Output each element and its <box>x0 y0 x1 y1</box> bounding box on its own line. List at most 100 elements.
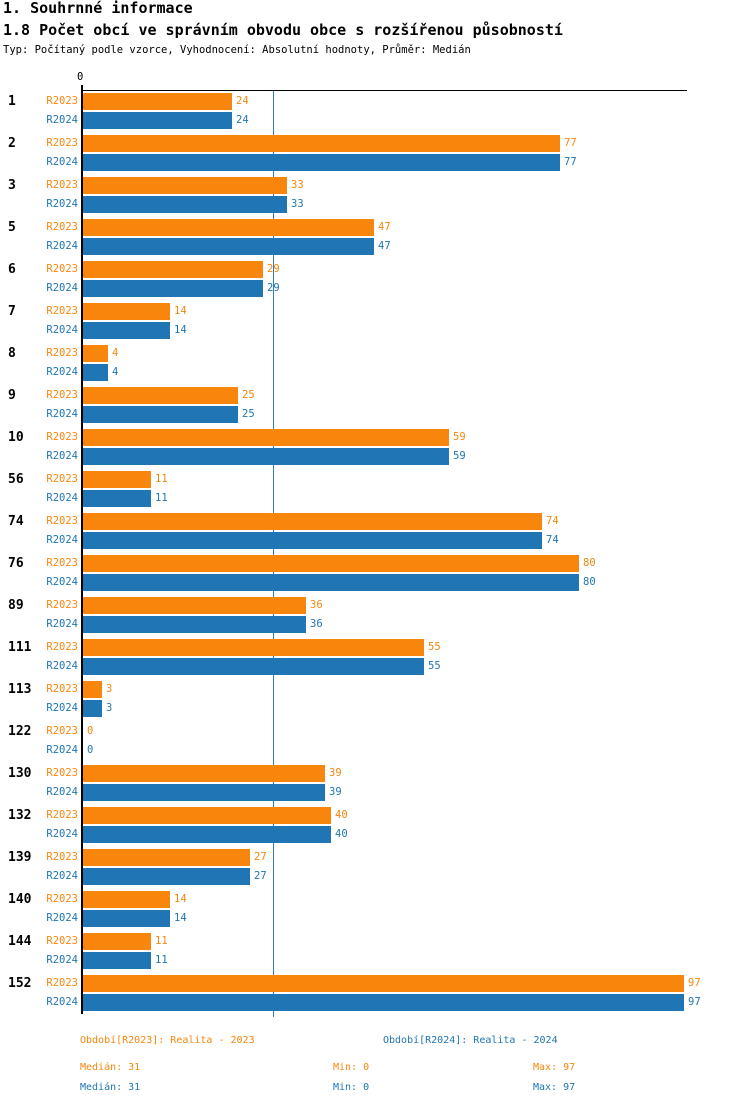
series-label: R2024 <box>46 408 78 420</box>
bar <box>83 448 449 465</box>
bar-value-label: 3 <box>106 683 113 695</box>
series-label: R2024 <box>46 366 78 378</box>
bar <box>83 177 287 194</box>
bar-value-label: 97 <box>688 977 701 989</box>
bar-value-label: 40 <box>335 828 348 840</box>
bar <box>83 994 684 1011</box>
series-label: R2023 <box>46 431 78 443</box>
bar <box>83 280 263 297</box>
bar-value-label: 3 <box>106 702 113 714</box>
series-label: R2024 <box>46 240 78 252</box>
series-label: R2023 <box>46 263 78 275</box>
category-label: 2 <box>8 136 16 151</box>
bar <box>83 303 170 320</box>
bar <box>83 196 287 213</box>
bar-value-label: 36 <box>310 618 323 630</box>
bar <box>83 471 151 488</box>
bar <box>83 597 306 614</box>
series-label: R2023 <box>46 683 78 695</box>
median-reference-line <box>273 91 274 1017</box>
series-label: R2024 <box>46 324 78 336</box>
bar-value-label: 14 <box>174 324 187 336</box>
bar <box>83 555 579 572</box>
series-label: R2023 <box>46 347 78 359</box>
bar-value-label: 80 <box>583 557 596 569</box>
series-label: R2024 <box>46 870 78 882</box>
series-label: R2023 <box>46 599 78 611</box>
series-label: R2024 <box>46 912 78 924</box>
bar <box>83 322 170 339</box>
category-label: 139 <box>8 850 32 865</box>
bar-value-label: 11 <box>155 935 168 947</box>
category-label: 89 <box>8 598 24 613</box>
bar <box>83 345 108 362</box>
bar <box>83 261 263 278</box>
bar <box>83 784 325 801</box>
series-label: R2023 <box>46 389 78 401</box>
bar <box>83 93 232 110</box>
stat-median-r2023: Medián: 31 <box>80 1062 141 1073</box>
bar-value-label: 11 <box>155 473 168 485</box>
stat-max-r2024: Max: 97 <box>533 1082 576 1093</box>
bar-value-label: 40 <box>335 809 348 821</box>
bar-value-label: 27 <box>254 870 267 882</box>
series-label: R2024 <box>46 576 78 588</box>
bar <box>83 219 374 236</box>
bar-value-label: 80 <box>583 576 596 588</box>
bar <box>83 933 151 950</box>
category-label: 3 <box>8 178 16 193</box>
bar-value-label: 55 <box>428 660 441 672</box>
category-label: 111 <box>8 640 32 655</box>
x-axis-zero-tick-label: 0 <box>77 71 84 83</box>
bar-value-label: 24 <box>236 95 249 107</box>
bar <box>83 574 579 591</box>
series-label: R2024 <box>46 786 78 798</box>
bar <box>83 975 684 992</box>
category-label: 8 <box>8 346 16 361</box>
category-label: 6 <box>8 262 16 277</box>
series-label: R2024 <box>46 618 78 630</box>
bar <box>83 238 374 255</box>
bar <box>83 532 542 549</box>
bar-value-label: 97 <box>688 996 701 1008</box>
bar-value-label: 0 <box>87 725 94 737</box>
bar-value-label: 74 <box>546 515 559 527</box>
series-label: R2024 <box>46 282 78 294</box>
bar-value-label: 27 <box>254 851 267 863</box>
category-label: 152 <box>8 976 32 991</box>
series-label: R2023 <box>46 851 78 863</box>
series-label: R2024 <box>46 114 78 126</box>
bar-value-label: 33 <box>291 198 304 210</box>
series-label: R2024 <box>46 702 78 714</box>
category-label: 56 <box>8 472 24 487</box>
category-label: 140 <box>8 892 32 907</box>
bar-value-label: 14 <box>174 912 187 924</box>
stat-min-r2024: Min: 0 <box>333 1082 370 1093</box>
category-label: 10 <box>8 430 24 445</box>
category-label: 144 <box>8 934 32 949</box>
chart-meta-line: Typ: Počítaný podle vzorce, Vyhodnocení:… <box>3 44 471 56</box>
series-label: R2024 <box>46 996 78 1008</box>
bar <box>83 639 424 656</box>
category-label: 130 <box>8 766 32 781</box>
bar <box>83 807 331 824</box>
category-label: 113 <box>8 682 32 697</box>
bar-value-label: 39 <box>329 767 342 779</box>
bar-value-label: 25 <box>242 389 255 401</box>
series-label: R2024 <box>46 156 78 168</box>
series-label: R2023 <box>46 557 78 569</box>
bar <box>83 387 238 404</box>
category-label: 9 <box>8 388 16 403</box>
bar <box>83 952 151 969</box>
bar-value-label: 4 <box>112 366 119 378</box>
chart-title: 1.8 Počet obcí ve správním obvodu obce s… <box>3 21 563 39</box>
category-label: 1 <box>8 94 16 109</box>
bar <box>83 765 325 782</box>
bar <box>83 891 170 908</box>
series-label: R2023 <box>46 515 78 527</box>
bar-value-label: 39 <box>329 786 342 798</box>
bar <box>83 616 306 633</box>
series-label: R2023 <box>46 473 78 485</box>
bar <box>83 658 424 675</box>
stat-max-r2023: Max: 97 <box>533 1062 576 1073</box>
